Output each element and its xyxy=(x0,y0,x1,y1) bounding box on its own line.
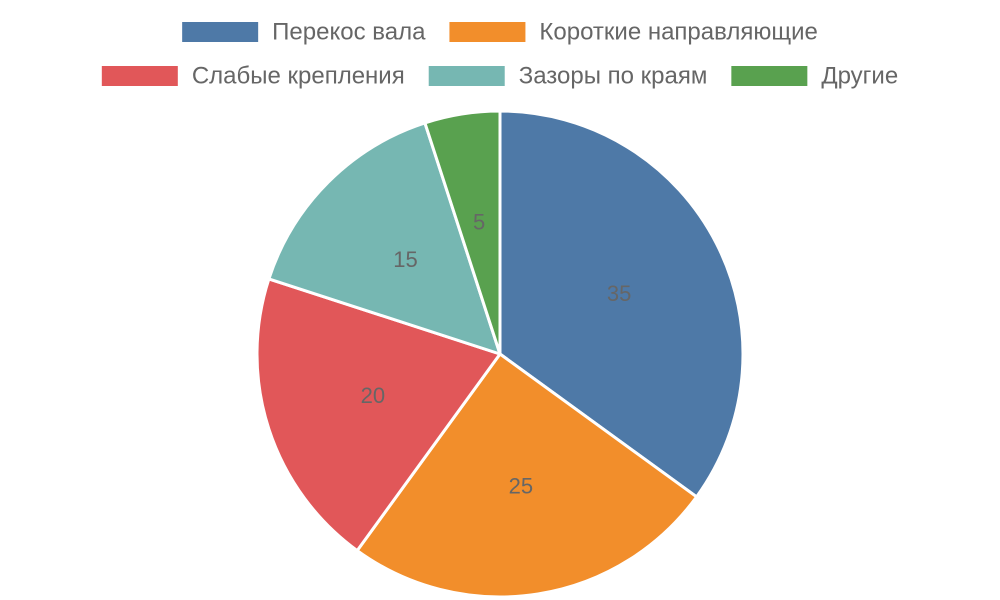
legend-swatch xyxy=(182,22,259,42)
legend-item[interactable]: Другие xyxy=(731,63,898,90)
legend-item[interactable]: Перекос вала xyxy=(182,19,426,46)
slice-value-label: 15 xyxy=(393,247,417,272)
legend-item[interactable]: Зазоры по краям xyxy=(428,63,708,90)
pie-slice-1 xyxy=(498,109,745,499)
slice-value-label: 5 xyxy=(473,209,485,234)
legend-label: Перекос вала xyxy=(272,19,426,46)
legend-swatch xyxy=(731,66,808,86)
legend-label: Другие xyxy=(821,63,898,90)
pie-slice-5 xyxy=(423,109,502,356)
legend-label: Зазоры по краям xyxy=(519,63,708,90)
pie-slice-3 xyxy=(255,277,502,553)
pie-slice-2 xyxy=(355,352,699,599)
slice-labels: 35 25 20 15 5 xyxy=(361,209,632,498)
slice-value-label: 25 xyxy=(509,474,533,499)
legend: Перекос вала Короткие направляющие Слабые … xyxy=(101,19,898,90)
legend-item[interactable]: Короткие направляющие xyxy=(449,19,818,46)
legend-swatch xyxy=(101,66,178,86)
legend-swatch xyxy=(449,22,526,42)
pie-slices xyxy=(255,109,745,599)
slice-value-label: 20 xyxy=(361,383,385,408)
slice-value-label: 35 xyxy=(607,281,631,306)
legend-swatch xyxy=(428,66,505,86)
legend-label: Слабые крепления xyxy=(192,63,405,90)
legend-label: Короткие направляющие xyxy=(539,19,817,46)
legend-item[interactable]: Слабые крепления xyxy=(101,63,405,90)
